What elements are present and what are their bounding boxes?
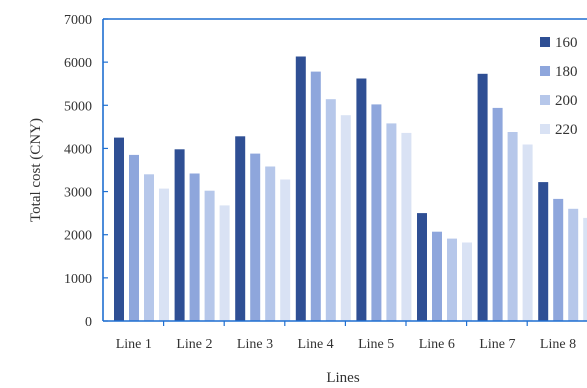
legend-swatch-160 [540, 37, 550, 47]
bar-line-1-200 [144, 174, 154, 321]
bar-line-2-220 [219, 205, 230, 321]
bar-line-4-220 [340, 115, 351, 321]
bar-line-4-160 [295, 56, 306, 321]
bar-line-1-180 [129, 154, 139, 321]
bar-line-5-180 [371, 104, 382, 322]
legend-label-220: 220 [555, 122, 578, 138]
legend-label-200: 200 [555, 93, 578, 109]
y-tick-label: 0 [85, 315, 92, 330]
y-tick-label: 4000 [64, 142, 92, 157]
bar-line-5-160 [356, 78, 367, 321]
x-tick-label: Line 1 [116, 337, 152, 352]
legend-label-160: 160 [555, 35, 578, 51]
bar-line-7-220 [522, 144, 533, 321]
x-tick-label: Line 2 [176, 337, 212, 352]
y-tick-label: 7000 [64, 13, 92, 28]
y-tick-label: 2000 [64, 229, 92, 244]
legend-label-180: 180 [555, 64, 578, 80]
x-tick-label: Line 7 [479, 337, 515, 352]
bar-line-6-180 [432, 231, 442, 321]
x-tick-label: Line 6 [419, 337, 455, 352]
bar-line-7-160 [477, 73, 488, 321]
x-axis-ticks: Line 1 Line 2 Line 3 Line 4 Line 5 Line 6 Line… [116, 321, 576, 352]
bar-group [114, 56, 587, 322]
bar-line-3-200 [265, 166, 276, 321]
y-tick-label: 3000 [64, 186, 92, 201]
bar-line-7-200 [507, 132, 518, 321]
bar-line-4-180 [310, 71, 321, 321]
y-axis-title: Total cost (CNY) [28, 118, 44, 222]
legend: 160 180 200 220 [540, 35, 578, 138]
y-tick-label: 1000 [64, 272, 92, 287]
x-tick-label: Line 4 [298, 337, 334, 352]
bar-line-6-220 [462, 242, 472, 321]
legend-swatch-200 [540, 95, 550, 105]
bar-line-3-160 [235, 136, 246, 321]
bar-line-5-220 [401, 132, 412, 321]
bar-line-6-200 [447, 238, 457, 321]
bar-line-1-220 [159, 188, 169, 321]
x-tick-label: Line 3 [237, 337, 273, 352]
legend-swatch-220 [540, 124, 550, 134]
bar-line-8-220 [583, 217, 587, 321]
bar-line-2-180 [189, 173, 200, 321]
bar-line-1-160 [114, 137, 124, 321]
bar-line-8-200 [568, 208, 579, 321]
x-axis-title: Lines [326, 370, 359, 386]
y-tick-label: 5000 [64, 99, 92, 114]
bar-line-8-160 [538, 182, 549, 321]
bar-line-2-160 [174, 149, 185, 321]
y-axis-ticks: 0 1000 2000 3000 4000 5000 6000 7000 [64, 13, 108, 330]
legend-swatch-180 [540, 66, 550, 76]
bar-line-3-180 [250, 153, 261, 321]
bar-line-8-180 [553, 198, 564, 321]
y-tick-label: 6000 [64, 56, 92, 71]
bar-line-4-200 [325, 99, 336, 321]
x-tick-label: Line 5 [358, 337, 394, 352]
bar-line-7-180 [492, 107, 503, 322]
bar-line-3-220 [280, 179, 291, 321]
x-tick-label: Line 8 [540, 337, 576, 352]
bar-line-6-160 [417, 213, 427, 321]
bar-line-5-200 [386, 123, 397, 322]
bar-line-2-200 [204, 190, 215, 321]
